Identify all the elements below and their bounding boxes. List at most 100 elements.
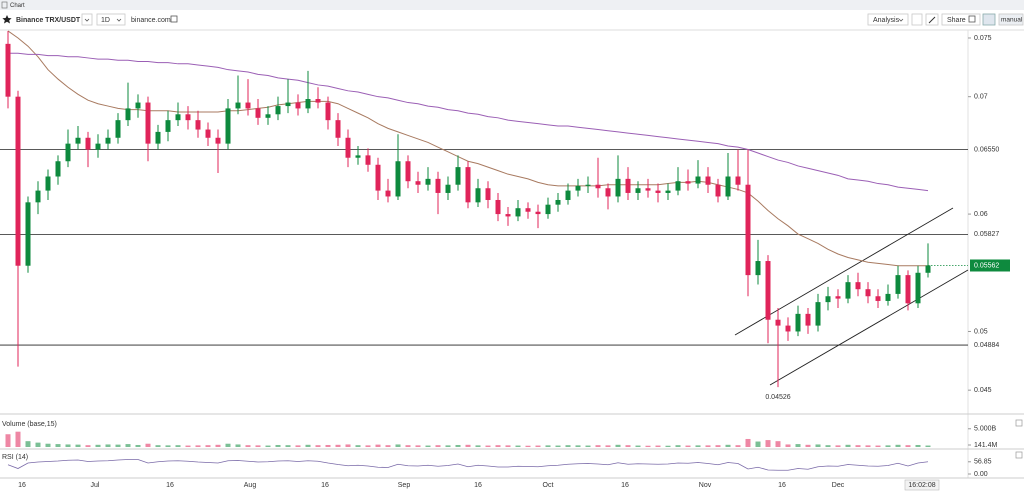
volume-bar <box>885 445 891 447</box>
analysis-button[interactable] <box>867 13 909 26</box>
candle-body <box>905 275 911 304</box>
x-tick-label: 16 <box>621 482 629 489</box>
fullscreen-button[interactable] <box>982 13 996 26</box>
x-tick-label: Jul <box>91 482 100 489</box>
indicators-button[interactable] <box>911 13 923 26</box>
volume-bar <box>815 444 821 447</box>
candle-body <box>575 185 581 191</box>
candle-body <box>525 208 531 212</box>
interval: 1D <box>101 17 110 24</box>
interval-button[interactable] <box>96 13 126 26</box>
candle-body <box>315 99 321 103</box>
level-label: 0.04884 <box>974 342 999 349</box>
candle-body <box>625 178 631 193</box>
volume-bar <box>875 445 881 447</box>
toolbar <box>0 10 1024 30</box>
candle-body <box>375 164 381 191</box>
x-tick-label: 16 <box>166 482 174 489</box>
volume-bar <box>805 444 811 447</box>
candle-body <box>275 106 281 115</box>
candle-body <box>225 108 231 144</box>
volume-bar <box>665 445 671 447</box>
symbol-dropdown[interactable] <box>81 13 93 26</box>
pane-close[interactable] <box>1015 419 1023 427</box>
candle-body <box>365 155 371 165</box>
x-tick-label: Oct <box>543 482 554 489</box>
favorite-icon[interactable] <box>2 15 12 24</box>
volume-bar <box>285 445 291 447</box>
candle-body <box>125 108 131 121</box>
mode-button[interactable] <box>998 13 1024 26</box>
volume-bar <box>645 445 651 447</box>
volume-bar <box>75 444 81 447</box>
rsi-line <box>7 459 929 471</box>
volume-bar <box>655 445 661 447</box>
volume-bar <box>235 444 241 447</box>
rsi-tick-label: 56.85 <box>974 459 992 466</box>
candle-body <box>515 208 521 217</box>
analysis: Analysis <box>873 17 900 24</box>
mode: manual <box>1001 17 1023 24</box>
x-tick-label: Nov <box>699 482 712 489</box>
channel-upper <box>734 207 954 336</box>
candle-body <box>505 214 511 217</box>
candle-body <box>405 161 411 182</box>
candle-body <box>215 137 221 144</box>
volume-tick-label: 5.000B <box>974 426 997 433</box>
volume-bar <box>905 445 911 447</box>
volume-bar <box>65 444 71 447</box>
candle-body <box>565 190 571 200</box>
volume-bar <box>375 444 381 447</box>
candle-body <box>795 313 801 332</box>
x-tick-label: Aug <box>244 482 257 489</box>
candle-body <box>55 161 61 177</box>
dropdown-arrow <box>898 18 904 22</box>
candle-body <box>155 131 161 144</box>
volume-bar <box>725 444 731 447</box>
symbol[interactable]: Binance TRX/USDT <box>16 17 81 24</box>
volume-bar <box>295 445 301 447</box>
y-tick-label: 0.05 <box>974 328 988 335</box>
volume-bar <box>515 445 521 447</box>
candle-body <box>95 143 101 150</box>
volume-bar <box>775 441 781 447</box>
source[interactable]: binance.com <box>131 17 171 24</box>
candle-body <box>245 102 251 109</box>
candle-body <box>85 137 91 150</box>
volume-bar <box>895 444 901 447</box>
candle-body <box>395 161 401 197</box>
share-icon <box>968 15 976 23</box>
candle-body <box>715 184 721 197</box>
volume-bar <box>225 443 231 447</box>
candle-body <box>545 204 551 215</box>
volume-bar <box>745 438 751 447</box>
candle-body <box>775 319 781 326</box>
external-link-icon[interactable] <box>170 15 178 23</box>
candle-body <box>205 129 211 138</box>
candle-body <box>325 102 331 121</box>
volume-bar <box>695 445 701 447</box>
candle-body <box>815 302 821 326</box>
share-button[interactable] <box>941 13 981 26</box>
volume-bar <box>115 444 121 447</box>
candle-body <box>105 137 111 144</box>
candle-body <box>765 261 771 320</box>
volume-bar <box>95 444 101 447</box>
volume-bar <box>715 445 721 447</box>
volume-bar <box>525 445 531 447</box>
volume-bar <box>705 445 711 447</box>
candle-body <box>285 102 291 107</box>
x-tick-label: 16 <box>778 482 786 489</box>
volume-bar <box>625 445 631 447</box>
share: Share <box>947 17 966 24</box>
pane-close[interactable] <box>1015 451 1023 459</box>
volume-bar <box>535 445 541 447</box>
y-tick-label: 0.07 <box>974 94 988 101</box>
volume-bar <box>55 444 61 447</box>
dropdown-arrow <box>116 18 122 22</box>
volume-bar <box>35 442 41 447</box>
volume-bar <box>475 445 481 447</box>
window-icon <box>1 1 8 9</box>
candle-body <box>635 188 641 193</box>
y-tick-label: 0.045 <box>974 387 992 394</box>
